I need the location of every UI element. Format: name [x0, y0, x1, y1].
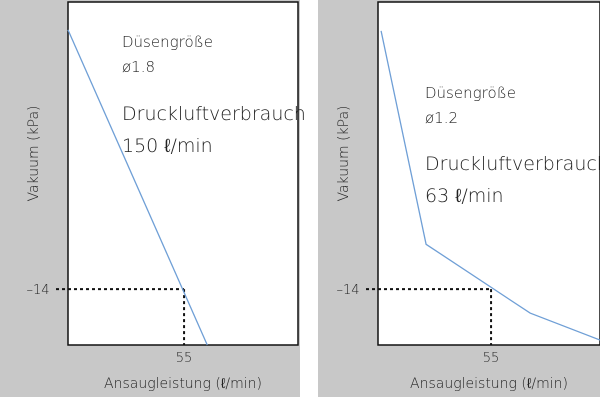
data-line — [67, 29, 208, 346]
plot-area — [377, 1, 600, 346]
y-axis-label: Vakuum (kPa) — [26, 105, 42, 201]
y-tick-label: –14 — [336, 283, 359, 298]
annotation: Düsengröße — [122, 33, 213, 51]
annotation: Druckluftverbrauch — [122, 103, 306, 125]
y-axis-label: Vakuum (kPa) — [336, 105, 352, 201]
y-tick-label: –14 — [26, 283, 49, 298]
x-axis-label: Ansaugleistung (ℓ/min) — [410, 376, 568, 392]
annotation: 150 ℓ/min — [122, 135, 213, 157]
annotation: 63 ℓ/min — [425, 185, 504, 207]
data-line — [380, 30, 600, 341]
x-tick-label: 55 — [176, 351, 193, 366]
annotation: ø1.8 — [122, 58, 155, 76]
annotation: ø1.2 — [425, 109, 458, 127]
annotation: Druckluftverbrauch — [425, 153, 600, 175]
plot-area — [67, 1, 299, 346]
annotation: Düsengröße — [425, 84, 516, 102]
x-tick-label: 55 — [483, 351, 500, 366]
x-axis-label: Ansaugleistung (ℓ/min) — [104, 376, 262, 392]
